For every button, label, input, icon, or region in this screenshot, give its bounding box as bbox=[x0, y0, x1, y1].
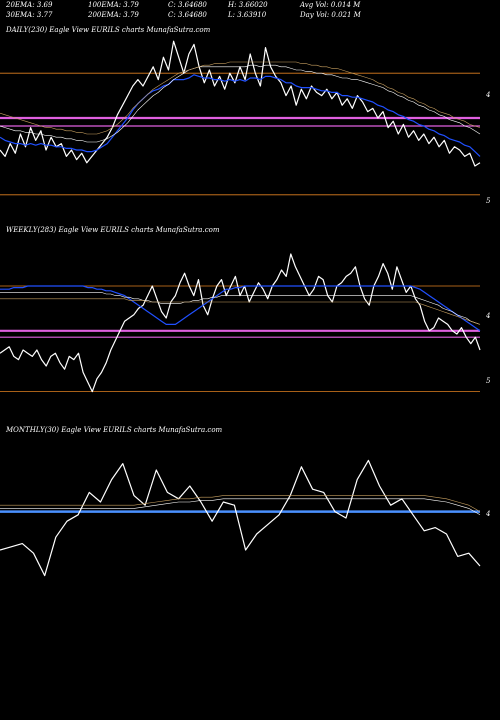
y-tick-1-0: 4 bbox=[485, 312, 490, 320]
series-0-2 bbox=[0, 64, 481, 143]
y-tick-0-0: 4 bbox=[485, 91, 490, 99]
header-ema30: 30EMA: 3.77 bbox=[6, 11, 53, 19]
series-1-3 bbox=[0, 298, 481, 325]
header-row-1: 20EMA: 3.69 bbox=[6, 1, 52, 10]
series-2-0 bbox=[0, 459, 481, 577]
header-ema100: 100EMA: 3.79 bbox=[88, 1, 139, 9]
panel-1: 45 bbox=[0, 253, 491, 393]
header-low: L: 3.63910 bbox=[228, 11, 267, 19]
daily-panel-label: DAILY(230) Eagle View EURILS charts Muna… bbox=[6, 26, 211, 34]
weekly-panel-label: WEEKLY(283) Eagle View EURILS charts Mun… bbox=[6, 226, 220, 234]
series-2-1 bbox=[0, 495, 481, 512]
header-day-vol: Day Vol: 0.021 M bbox=[300, 11, 361, 19]
series-0-1 bbox=[0, 74, 481, 157]
panel-2: 4 bbox=[0, 459, 490, 577]
series-2-2 bbox=[0, 498, 481, 516]
series-0-0 bbox=[0, 40, 481, 167]
y-tick-1-1: 5 bbox=[486, 377, 491, 385]
y-tick-0-1: 5 bbox=[486, 197, 491, 205]
header-c2: C: 3.64680 bbox=[168, 11, 207, 19]
series-1-1 bbox=[0, 285, 481, 332]
header-high: H: 3.66020 bbox=[228, 1, 268, 9]
series-1-0 bbox=[0, 253, 481, 393]
header-c1: C: 3.64680 bbox=[168, 1, 207, 9]
y-tick-2-0: 4 bbox=[485, 510, 490, 518]
series-0-3 bbox=[0, 61, 481, 135]
monthly-panel-label: MONTHLY(30) Eagle View EURILS charts Mun… bbox=[6, 426, 223, 434]
panel-0: 45 bbox=[0, 40, 491, 205]
header-ema200: 200EMA: 3.79 bbox=[88, 11, 139, 19]
header-avg-vol: Avg Vol: 0.014 M bbox=[300, 1, 361, 9]
series-1-2 bbox=[0, 292, 481, 325]
ema20-value: 20EMA: 3.69 bbox=[6, 1, 53, 9]
